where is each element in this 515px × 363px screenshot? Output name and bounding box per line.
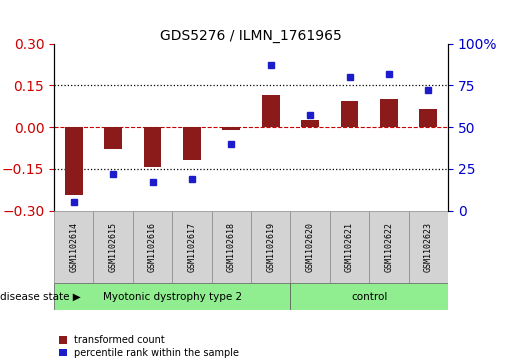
FancyBboxPatch shape <box>330 211 369 283</box>
Text: GSM1102614: GSM1102614 <box>70 222 78 272</box>
Text: GSM1102623: GSM1102623 <box>424 222 433 272</box>
Text: disease state ▶: disease state ▶ <box>0 292 81 302</box>
Bar <box>341 101 358 127</box>
Text: GSM1102621: GSM1102621 <box>345 222 354 272</box>
Bar <box>183 127 201 160</box>
Bar <box>420 109 437 127</box>
Text: Myotonic dystrophy type 2: Myotonic dystrophy type 2 <box>102 292 242 302</box>
FancyBboxPatch shape <box>173 211 212 283</box>
FancyBboxPatch shape <box>133 211 173 283</box>
Bar <box>301 120 319 127</box>
Bar <box>105 127 122 149</box>
Bar <box>144 127 161 167</box>
Legend: transformed count, percentile rank within the sample: transformed count, percentile rank withi… <box>59 335 239 358</box>
Text: GSM1102617: GSM1102617 <box>187 222 196 272</box>
Title: GDS5276 / ILMN_1761965: GDS5276 / ILMN_1761965 <box>160 29 342 42</box>
FancyBboxPatch shape <box>54 283 290 310</box>
Bar <box>222 127 240 130</box>
FancyBboxPatch shape <box>369 211 409 283</box>
FancyBboxPatch shape <box>409 211 448 283</box>
Text: GSM1102618: GSM1102618 <box>227 222 236 272</box>
Text: GSM1102616: GSM1102616 <box>148 222 157 272</box>
FancyBboxPatch shape <box>290 211 330 283</box>
FancyBboxPatch shape <box>251 211 290 283</box>
FancyBboxPatch shape <box>212 211 251 283</box>
Bar <box>380 99 398 127</box>
Text: GSM1102622: GSM1102622 <box>385 222 393 272</box>
FancyBboxPatch shape <box>290 283 448 310</box>
Text: GSM1102619: GSM1102619 <box>266 222 275 272</box>
Text: GSM1102620: GSM1102620 <box>306 222 315 272</box>
FancyBboxPatch shape <box>54 211 94 283</box>
Text: GSM1102615: GSM1102615 <box>109 222 117 272</box>
Bar <box>65 127 82 195</box>
FancyBboxPatch shape <box>94 211 133 283</box>
Text: control: control <box>351 292 387 302</box>
Bar <box>262 95 280 127</box>
